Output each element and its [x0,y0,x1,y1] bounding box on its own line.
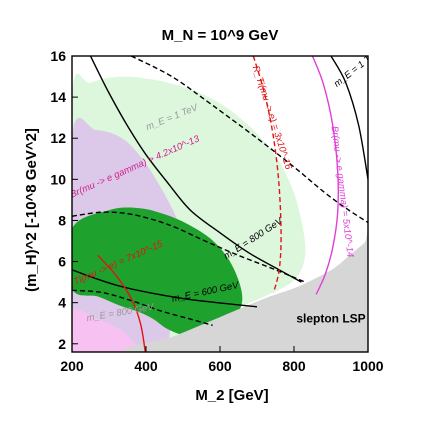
x-tick-label: 400 [134,358,158,374]
y-tick-label: 6 [58,254,66,270]
y-axis-title: (m_H)^2 [-10^8 GeV^2] [23,128,40,292]
region-green-region [72,207,243,336]
y-tick-label: 10 [50,171,66,187]
annotation-br-mu-e-gamma-5x10-14: Br(mu -> e gamma) = 5x10^-14 [329,125,356,258]
line-m-e-1-tev-dashed [130,56,368,224]
y-tick-label: 12 [50,130,66,146]
y-tick-label: 16 [50,48,66,64]
x-axis-title: M_2 [GeV] [195,387,268,404]
x-tick-label: 800 [282,358,306,374]
annotation-m-e-1-tev: m_E = 1 TeV [332,46,383,89]
line-m-e-600-gev [72,269,258,308]
x-tick-label: 200 [60,358,84,374]
y-tick-label: 2 [58,336,66,352]
x-tick-label: 600 [208,358,232,374]
annotation-slepton-lsp: slepton LSP [296,311,365,325]
x-tick-label: 1000 [352,358,383,374]
y-tick-label: 4 [58,295,66,311]
contour-lines-layer [72,56,368,352]
line-m-e-800-gev [89,56,302,283]
y-tick-label: 14 [50,89,66,105]
line-m-e-1-tev [330,56,368,180]
line-r-ti-mu-e-7x10-15 [97,254,146,352]
regions-layer [72,73,368,352]
line-br-mu-e-gamma-5x10-14 [311,56,339,295]
chart-title: M_N = 10^9 GeV [162,27,279,44]
line-r-ti-mu-e-3x10-16 [252,56,282,293]
line-m-e-600-gev-dashed [72,289,213,326]
ticks-layer: 200 400 600 800 1000 2 4 6 8 10 12 14 16 [50,48,383,374]
y-tick-label: 8 [58,212,66,228]
region-pink-region [72,309,139,352]
line-m-e-800-gev-dashed [72,211,306,283]
region-slepton-lsp [123,232,368,352]
